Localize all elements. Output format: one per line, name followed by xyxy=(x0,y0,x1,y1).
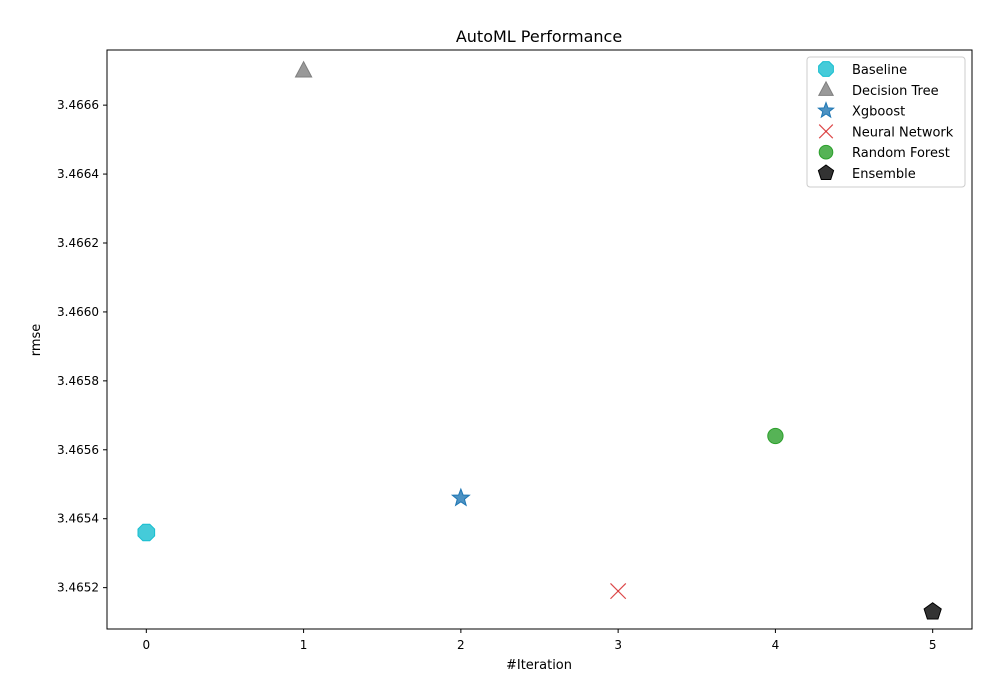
legend-marker-xgboost xyxy=(817,101,835,119)
y-axis: 3.4652 3.4654 3.4656 3.4658 3.4660 3.4662 3.46… xyxy=(57,98,107,595)
legend-label-ensemble: Ensemble xyxy=(852,167,916,182)
chart-title: AutoML Performance xyxy=(456,27,622,46)
y-tick-label: 3.4654 xyxy=(57,512,99,526)
x-tick-label: 4 xyxy=(772,638,780,652)
legend-box xyxy=(806,56,966,188)
plot-area xyxy=(106,49,973,630)
legend-marker-baseline xyxy=(818,61,834,77)
legend-label-decision-tree: Decision Tree xyxy=(852,84,939,99)
legend-marker-neural-network xyxy=(818,124,834,139)
legend-label-xgboost: Xgboost xyxy=(852,105,905,120)
data-point-decision-tree xyxy=(294,60,313,78)
legend-marker-random-forest xyxy=(818,144,834,160)
y-tick-label: 3.4658 xyxy=(57,374,99,388)
data-point-ensemble xyxy=(923,602,942,620)
data-point-random-forest xyxy=(767,427,784,445)
x-tick-label: 0 xyxy=(142,638,150,652)
x-tick-label: 5 xyxy=(929,638,937,652)
y-axis-label: rmse xyxy=(29,324,44,357)
legend-label-neural-network: Neural Network xyxy=(852,125,954,140)
legend-marker-ensemble xyxy=(817,164,835,180)
legend-label-random-forest: Random Forest xyxy=(852,146,950,161)
y-tick-label: 3.4660 xyxy=(57,305,99,319)
y-tick-label: 3.4664 xyxy=(57,167,99,181)
legend-marker-decision-tree xyxy=(817,80,835,96)
x-axis: 0 1 2 3 4 5 xyxy=(142,629,937,652)
y-tick-label: 3.4656 xyxy=(57,443,99,457)
y-tick-label: 3.4662 xyxy=(57,236,99,250)
data-point-xgboost xyxy=(450,487,471,507)
data-points xyxy=(137,60,942,620)
y-tick-label: 3.4652 xyxy=(57,581,99,595)
legend: Baseline Decision Tree Xgboost Neural Netwo… xyxy=(806,56,966,188)
y-tick-label: 3.4666 xyxy=(57,98,99,112)
x-tick-label: 3 xyxy=(614,638,622,652)
data-point-baseline xyxy=(137,523,156,542)
data-point-neural-network xyxy=(610,583,627,600)
x-tick-label: 2 xyxy=(457,638,465,652)
x-tick-label: 1 xyxy=(300,638,308,652)
legend-label-baseline: Baseline xyxy=(852,63,907,78)
x-axis-label: #Iteration xyxy=(506,658,572,673)
